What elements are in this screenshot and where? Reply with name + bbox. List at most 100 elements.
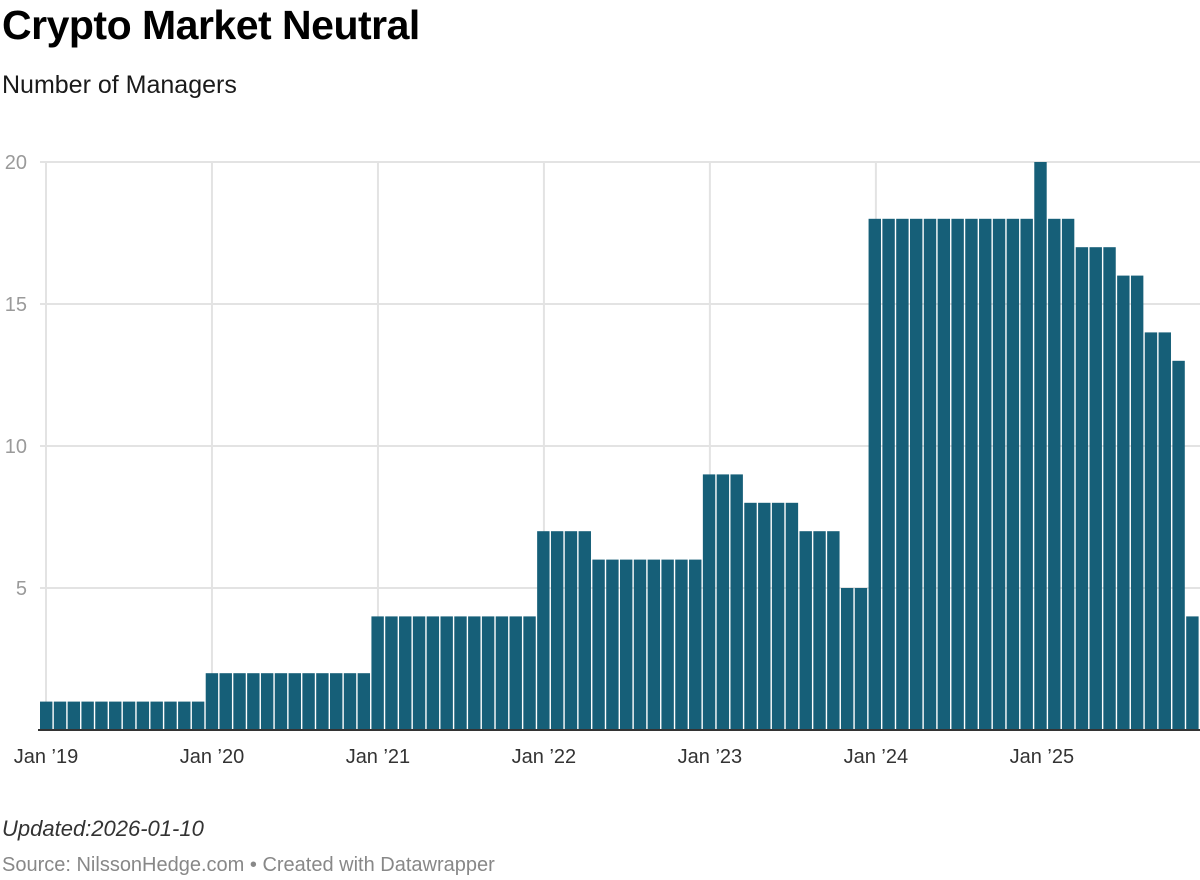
bar: [606, 559, 619, 730]
bar: [412, 616, 426, 730]
bar-series: [40, 162, 1199, 731]
x-tick-label: Jan ’25: [1010, 746, 1075, 768]
bar: [1172, 360, 1185, 730]
bar: [785, 502, 799, 730]
bar: [827, 531, 840, 730]
bar: [67, 701, 81, 730]
bar: [164, 701, 177, 730]
bar: [937, 218, 951, 731]
x-tick-label: Jan ’24: [844, 746, 909, 768]
bar: [399, 616, 412, 730]
bar: [1006, 218, 1020, 731]
bar: [509, 616, 522, 730]
bar: [716, 474, 730, 730]
bar: [40, 701, 53, 730]
bar: [564, 531, 578, 730]
bar: [702, 474, 716, 730]
bar: [813, 531, 826, 730]
bar: [1075, 247, 1089, 730]
bar: [136, 701, 150, 730]
bar: [1103, 247, 1116, 730]
bar: [868, 218, 881, 731]
bar: [1158, 332, 1171, 730]
bar: [205, 673, 219, 730]
bar: [302, 673, 315, 730]
x-tick-label: Jan ’23: [678, 746, 743, 768]
bar: [178, 701, 191, 730]
bar: [840, 588, 854, 730]
chart-subtitle: Number of Managers: [2, 71, 237, 99]
bar: [122, 701, 136, 730]
bar-chart: 5 10 15 20 Jan ’19 Jan ’20 Jan ’21 Jan ’22 Jan …: [5, 152, 1200, 768]
bar: [1089, 247, 1102, 730]
bar: [951, 218, 964, 731]
bar: [371, 616, 384, 730]
bar: [854, 588, 868, 730]
bar: [385, 616, 398, 730]
bar: [799, 531, 812, 730]
bar: [1144, 332, 1158, 730]
bar: [633, 559, 647, 730]
bar: [440, 616, 453, 730]
bar: [468, 616, 481, 730]
bar: [95, 701, 108, 730]
bar: [1048, 218, 1061, 731]
bar: [896, 218, 909, 731]
bar: [537, 531, 550, 730]
bar: [910, 218, 923, 731]
bar: [330, 673, 343, 730]
bar: [965, 218, 978, 731]
bar: [426, 616, 440, 730]
bar: [758, 502, 771, 730]
bar: [81, 701, 94, 730]
bar: [1061, 218, 1075, 731]
bar: [454, 616, 467, 730]
bar: [288, 673, 301, 730]
source-credit: Source: NilssonHedge.com • Created with …: [2, 854, 495, 876]
y-tick-label: 20: [5, 152, 27, 174]
bar: [882, 218, 895, 731]
x-tick-label: Jan ’19: [14, 746, 79, 768]
bar: [191, 701, 205, 730]
bar: [357, 673, 371, 730]
bar: [1130, 275, 1144, 730]
bar: [316, 673, 329, 730]
bar: [1020, 218, 1033, 731]
bar: [274, 673, 288, 730]
y-tick-label: 5: [16, 578, 27, 600]
bar: [620, 559, 633, 730]
x-tick-label: Jan ’22: [512, 746, 577, 768]
bar: [260, 673, 274, 730]
bar: [730, 474, 743, 730]
bar: [109, 701, 122, 730]
bar: [150, 701, 163, 730]
bar: [647, 559, 661, 730]
bar: [219, 673, 232, 730]
bar: [495, 616, 509, 730]
bar: [661, 559, 674, 730]
bar: [343, 673, 357, 730]
x-tick-label: Jan ’20: [180, 746, 245, 768]
bar: [689, 559, 702, 730]
x-tick-label: Jan ’21: [346, 746, 411, 768]
bar: [53, 701, 67, 730]
bar: [744, 502, 757, 730]
bar: [481, 616, 495, 730]
y-tick-label: 10: [5, 436, 27, 458]
y-tick-label: 15: [5, 294, 27, 316]
chart-title: Crypto Market Neutral: [2, 2, 420, 48]
bar: [578, 531, 591, 730]
updated-date: Updated:2026-01-10: [2, 816, 204, 841]
bar: [233, 673, 246, 730]
bar: [523, 616, 536, 730]
bar: [247, 673, 260, 730]
bar: [550, 531, 564, 730]
bar: [923, 218, 937, 731]
y-axis-ticks: 5 10 15 20: [5, 152, 27, 600]
bar: [992, 218, 1006, 731]
bar: [592, 559, 605, 730]
bar: [1034, 162, 1047, 730]
bar: [1117, 275, 1130, 730]
bar: [675, 559, 688, 730]
bar: [771, 502, 785, 730]
